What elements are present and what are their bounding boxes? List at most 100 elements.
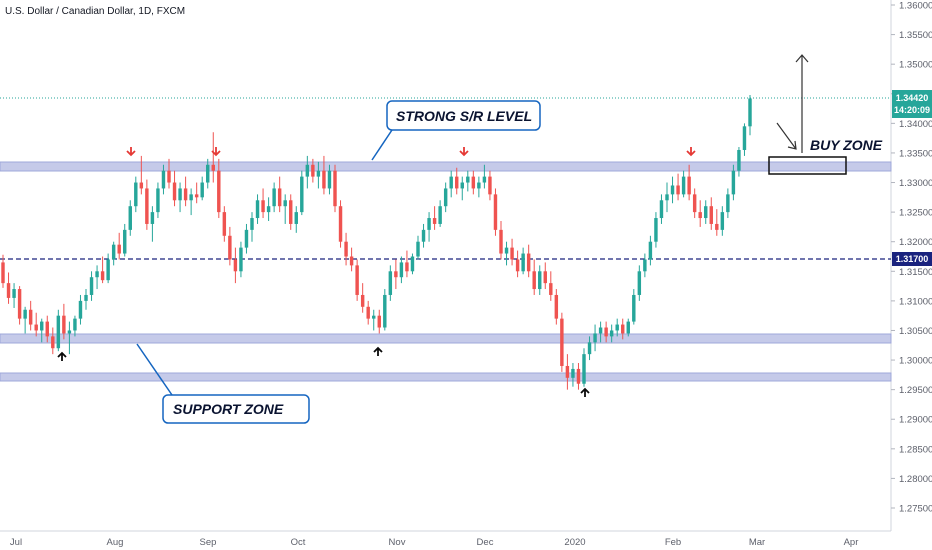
x-tick-label: Mar [749, 537, 765, 548]
x-tick-label: Sep [200, 537, 217, 548]
candle-body [206, 164, 210, 183]
candle-body [565, 365, 570, 378]
buy-zone-label: BUY ZONE [810, 137, 883, 153]
resistance-zone [0, 161, 892, 172]
candle-body [56, 315, 61, 349]
buy-zone-pointer-arrow-icon [776, 122, 797, 150]
candle-body [598, 327, 603, 334]
candle-body [748, 98, 752, 127]
callout-pointer [371, 129, 393, 161]
key-level-value: 1.31700 [896, 254, 929, 264]
candle-body [172, 182, 177, 201]
x-tick-label: Aug [107, 537, 124, 548]
candle-body [45, 321, 49, 337]
candle-body [150, 212, 155, 224]
up-arrow-icon [373, 346, 383, 356]
candle-body [338, 206, 343, 242]
candle-body [78, 300, 83, 319]
candle-body [233, 259, 238, 272]
support-zone-upper [0, 333, 892, 344]
candle-body [388, 271, 393, 295]
y-tick-label: 1.35000 [899, 60, 932, 71]
candle-body [443, 188, 448, 207]
support-zone-label: SUPPORT ZONE [173, 401, 284, 417]
candle-body [194, 194, 199, 198]
candle-body [111, 244, 116, 260]
current-price-value: 1.34420 [896, 93, 929, 103]
candle-body [692, 194, 697, 213]
y-tick-label: 1.29000 [899, 415, 932, 426]
candle-body [643, 259, 647, 272]
y-tick-label: 1.33500 [899, 148, 932, 159]
candle-body [200, 182, 204, 198]
candle-body [360, 294, 365, 307]
support-zone-callout: SUPPORT ZONE [136, 343, 310, 424]
candle-body [305, 164, 310, 177]
candle-body [40, 321, 44, 331]
y-tick-label: 1.30500 [899, 326, 932, 337]
candle-body [289, 200, 293, 224]
candle-body [372, 315, 376, 319]
swing-markers [57, 147, 696, 397]
candle-body [228, 235, 232, 260]
strong-sr-label: STRONG S/R LEVEL [396, 108, 532, 124]
candle-body [726, 194, 730, 213]
candle-body [123, 229, 127, 254]
candle-body [421, 229, 426, 242]
candle-body [349, 256, 354, 266]
x-tick-label: Feb [665, 537, 681, 548]
candle-body [593, 333, 597, 343]
key-level-tag [892, 252, 932, 266]
candle-body [405, 262, 409, 272]
down-arrow-icon [211, 147, 221, 157]
candle-body [670, 185, 675, 195]
candle-body [222, 212, 227, 236]
candle-body [6, 283, 11, 298]
buy-zone-annotation: BUY ZONE [768, 54, 883, 175]
up-arrow-icon [57, 351, 67, 361]
candle-body [432, 218, 437, 224]
x-tick-label: Oct [291, 537, 306, 548]
candle-body [89, 277, 94, 295]
candle-body [383, 294, 387, 328]
candle-body [211, 164, 215, 171]
candle-body [189, 194, 193, 201]
candle-body [17, 289, 22, 319]
candlestick-series [1, 94, 752, 390]
candle-body [23, 309, 27, 319]
candle-body [521, 253, 525, 272]
candle-body [427, 218, 431, 230]
candle-body [272, 188, 276, 207]
candle-body [1, 262, 5, 284]
candle-body [255, 200, 260, 219]
candle-body [300, 176, 304, 213]
x-axis: Jul Aug Sep Oct Nov Dec 2020 Feb Mar Apr [10, 537, 858, 548]
candle-body [73, 318, 77, 331]
candle-body [100, 271, 105, 281]
candle-body [183, 188, 188, 201]
callout-box [162, 394, 310, 424]
candle-body [560, 318, 564, 366]
countdown-value: 14:20:09 [894, 105, 930, 115]
candle-body [632, 294, 636, 322]
down-arrow-icon [126, 147, 136, 157]
candle-body [543, 271, 547, 284]
y-tick-label: 1.31500 [899, 267, 932, 278]
candle-body [117, 244, 121, 254]
up-arrow-icon [580, 387, 590, 397]
candle-body [167, 170, 171, 183]
candle-body [161, 170, 166, 189]
candle-body [687, 176, 691, 195]
candle-body [659, 200, 664, 219]
candle-body [637, 271, 642, 295]
candle-body [399, 262, 404, 278]
candle-body [538, 271, 542, 290]
strong-sr-callout: STRONG S/R LEVEL [371, 100, 541, 161]
candle-body [654, 218, 658, 242]
candle-body [582, 354, 586, 384]
candle-body [277, 188, 282, 207]
x-tick-label: Apr [844, 537, 859, 548]
y-tick-label: 1.31000 [899, 296, 932, 307]
y-tick-label: 1.35500 [899, 30, 932, 41]
y-tick-label: 1.36000 [899, 1, 932, 12]
